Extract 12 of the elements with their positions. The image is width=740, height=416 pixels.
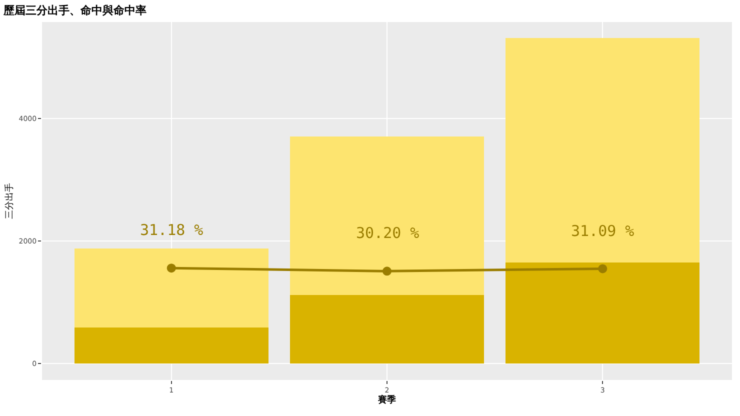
y-axis-title: 三分出手 bbox=[4, 183, 16, 219]
bar bbox=[74, 248, 268, 328]
annotation: 30.20 % bbox=[356, 224, 420, 242]
chart-title: 歷屆三分出手、命中與命中率 bbox=[2, 4, 147, 17]
bar bbox=[506, 38, 700, 263]
bar bbox=[290, 136, 484, 296]
bar bbox=[290, 295, 484, 364]
bar bbox=[506, 262, 700, 364]
annotation: 31.18 % bbox=[140, 221, 204, 239]
annotation: 31.09 % bbox=[571, 222, 634, 240]
bar bbox=[74, 327, 268, 364]
x-axis-title: 賽季 bbox=[377, 394, 397, 406]
